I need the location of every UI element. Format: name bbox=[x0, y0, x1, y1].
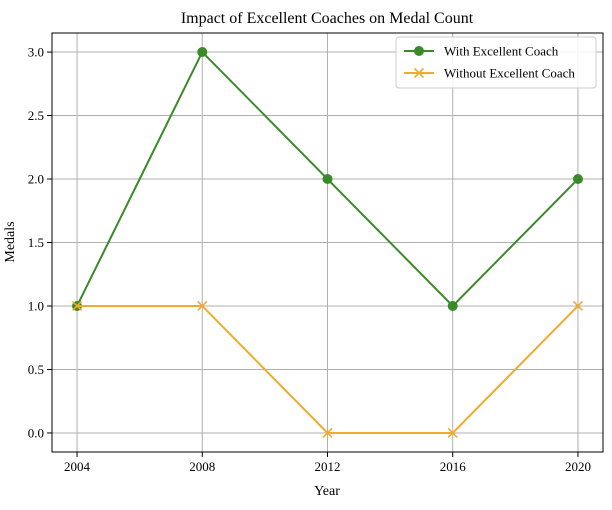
data-point-without-coach bbox=[322, 427, 333, 439]
legend-label-without-coach: Without Excellent Coach bbox=[444, 66, 575, 81]
x-tick-label: 2008 bbox=[189, 459, 215, 474]
y-tick-label: 3.0 bbox=[28, 45, 44, 60]
x-tick-label: 2012 bbox=[315, 459, 341, 474]
data-point-with-coach bbox=[322, 174, 333, 185]
y-tick-label: 1.5 bbox=[28, 235, 44, 250]
x-tick-label: 2016 bbox=[440, 459, 467, 474]
y-tick-label: 1.0 bbox=[28, 298, 44, 313]
data-point-with-coach bbox=[572, 174, 583, 185]
grid bbox=[52, 33, 603, 452]
legend-marker-with-coach bbox=[414, 46, 424, 56]
data-point-without-coach bbox=[71, 300, 83, 312]
y-tick-label: 2.5 bbox=[28, 108, 44, 123]
y-tick-label: 0.5 bbox=[28, 362, 44, 377]
x-axis-label: Year bbox=[314, 484, 340, 499]
y-axis-label: Medals bbox=[3, 221, 18, 262]
y-tick-label: 2.0 bbox=[28, 172, 44, 187]
x-tick-label: 2020 bbox=[565, 459, 591, 474]
x-tick-label: 2004 bbox=[64, 459, 91, 474]
legend: With Excellent Coach Without Excellent C… bbox=[395, 36, 597, 89]
chart-title: Impact of Excellent Coaches on Medal Cou… bbox=[181, 10, 474, 27]
legend-marker-without-coach bbox=[413, 67, 425, 79]
data-point-with-coach bbox=[447, 300, 458, 311]
data-point-without-coach bbox=[572, 300, 584, 312]
legend-label-with-coach: With Excellent Coach bbox=[444, 44, 559, 59]
legend-box bbox=[395, 36, 597, 89]
data-point-without-coach bbox=[197, 300, 208, 312]
data-point-without-coach bbox=[447, 427, 458, 439]
series-layer bbox=[71, 47, 584, 439]
data-point-with-coach bbox=[197, 47, 208, 58]
y-tick-label: 0.0 bbox=[28, 425, 44, 440]
ticks: 2004 2008 2012 2016 2020 0.0 0.5 1.0 1.5 2.0 2.5 3.… bbox=[28, 45, 591, 474]
